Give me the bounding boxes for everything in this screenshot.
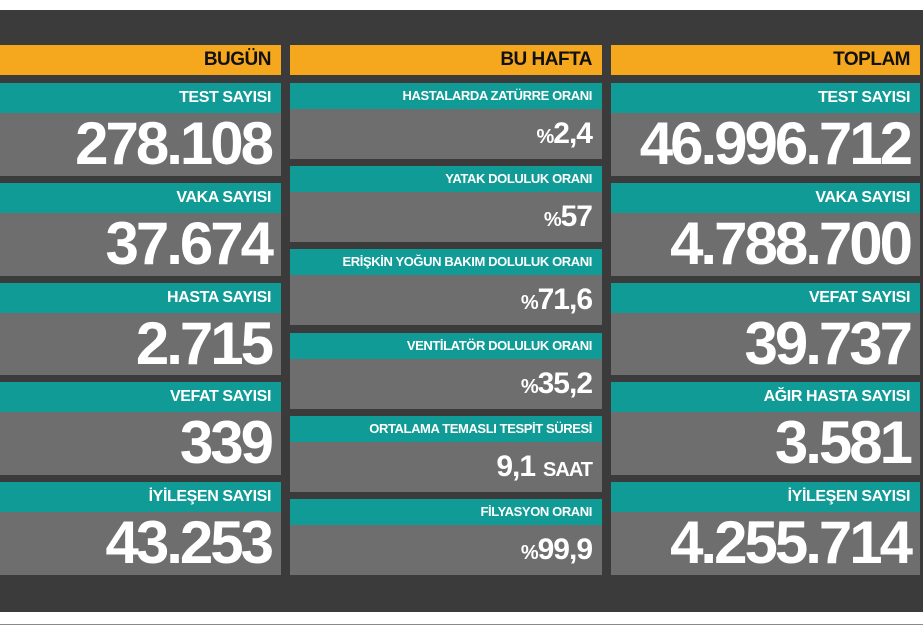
value-number: 339 — [179, 409, 274, 477]
row-label: FİLYASYON ORANI — [290, 498, 602, 525]
value-prefix: % — [536, 126, 554, 148]
row-label: ERİŞKİN YOĞUN BAKIM DOLULUK ORANI — [290, 249, 602, 276]
row-value: 278.108 — [0, 110, 281, 177]
row-value: 2.715 — [0, 309, 281, 377]
row-label: AĞIR HASTA SAYISI — [611, 382, 920, 413]
value-suffix: SAAT — [543, 458, 593, 481]
row-label: İYİLEŞEN SAYISI — [0, 482, 281, 513]
row-value: %99,9 — [290, 524, 602, 575]
value-number: 43.253 — [105, 509, 274, 577]
row-value: 43.253 — [0, 509, 281, 577]
value-number: 46.996.712 — [639, 110, 913, 177]
value-number: 35,2 — [537, 366, 593, 400]
value-number: 4.788.700 — [670, 209, 913, 277]
value-number: 2,4 — [553, 117, 593, 150]
bottom-rule — [0, 624, 923, 625]
value-prefix: % — [543, 209, 562, 232]
row-label: ORTALAMA TEMASLI TESPİT SÜRESİ — [290, 415, 602, 442]
value-number: 4.255.714 — [670, 509, 913, 577]
value-number: 3.581 — [774, 409, 913, 477]
row-value: 37.674 — [0, 209, 281, 277]
value-prefix: % — [520, 292, 539, 315]
row-label: VAKA SAYISI — [0, 182, 281, 213]
row-label: VAKA SAYISI — [611, 182, 920, 213]
value-number: 99,9 — [537, 532, 593, 566]
column-header: BUGÜN — [0, 45, 281, 75]
column-header: BU HAFTA — [290, 45, 602, 75]
row-value: 4.255.714 — [611, 509, 920, 577]
row-value: %71,6 — [290, 275, 602, 326]
row-label: TEST SAYISI — [0, 83, 281, 113]
value-number: 9,1 — [496, 449, 536, 483]
row-label: TEST SAYISI — [611, 83, 920, 113]
value-number: 37.674 — [105, 209, 274, 277]
row-value: %2,4 — [290, 109, 602, 160]
row-label: HASTALARDA ZATÜRRE ORANI — [290, 83, 602, 109]
column-header: TOPLAM — [611, 45, 920, 75]
row-label: VEFAT SAYISI — [611, 282, 920, 313]
row-label: YATAK DOLULUK ORANI — [290, 166, 602, 193]
row-label: VEFAT SAYISI — [0, 382, 281, 413]
row-value: %57 — [290, 192, 602, 243]
row-value: 339 — [0, 409, 281, 477]
value-number: 71,6 — [537, 283, 593, 317]
value-prefix: % — [520, 541, 539, 564]
value-number: 39.737 — [744, 309, 913, 377]
value-number: 278.108 — [75, 110, 274, 177]
value-prefix: % — [520, 375, 539, 398]
row-value: %35,2 — [290, 358, 602, 409]
row-label: İYİLEŞEN SAYISI — [611, 482, 920, 513]
row-value: 39.737 — [611, 309, 920, 377]
row-value: 4.788.700 — [611, 209, 920, 277]
row-value: 3.581 — [611, 409, 920, 477]
row-value: 9,1 SAAT — [290, 441, 602, 492]
row-value: 46.996.712 — [611, 110, 920, 177]
row-label: VENTİLATÖR DOLULUK ORANI — [290, 332, 602, 359]
row-label: HASTA SAYISI — [0, 282, 281, 313]
value-number: 57 — [560, 200, 593, 234]
value-number: 2.715 — [135, 309, 274, 377]
